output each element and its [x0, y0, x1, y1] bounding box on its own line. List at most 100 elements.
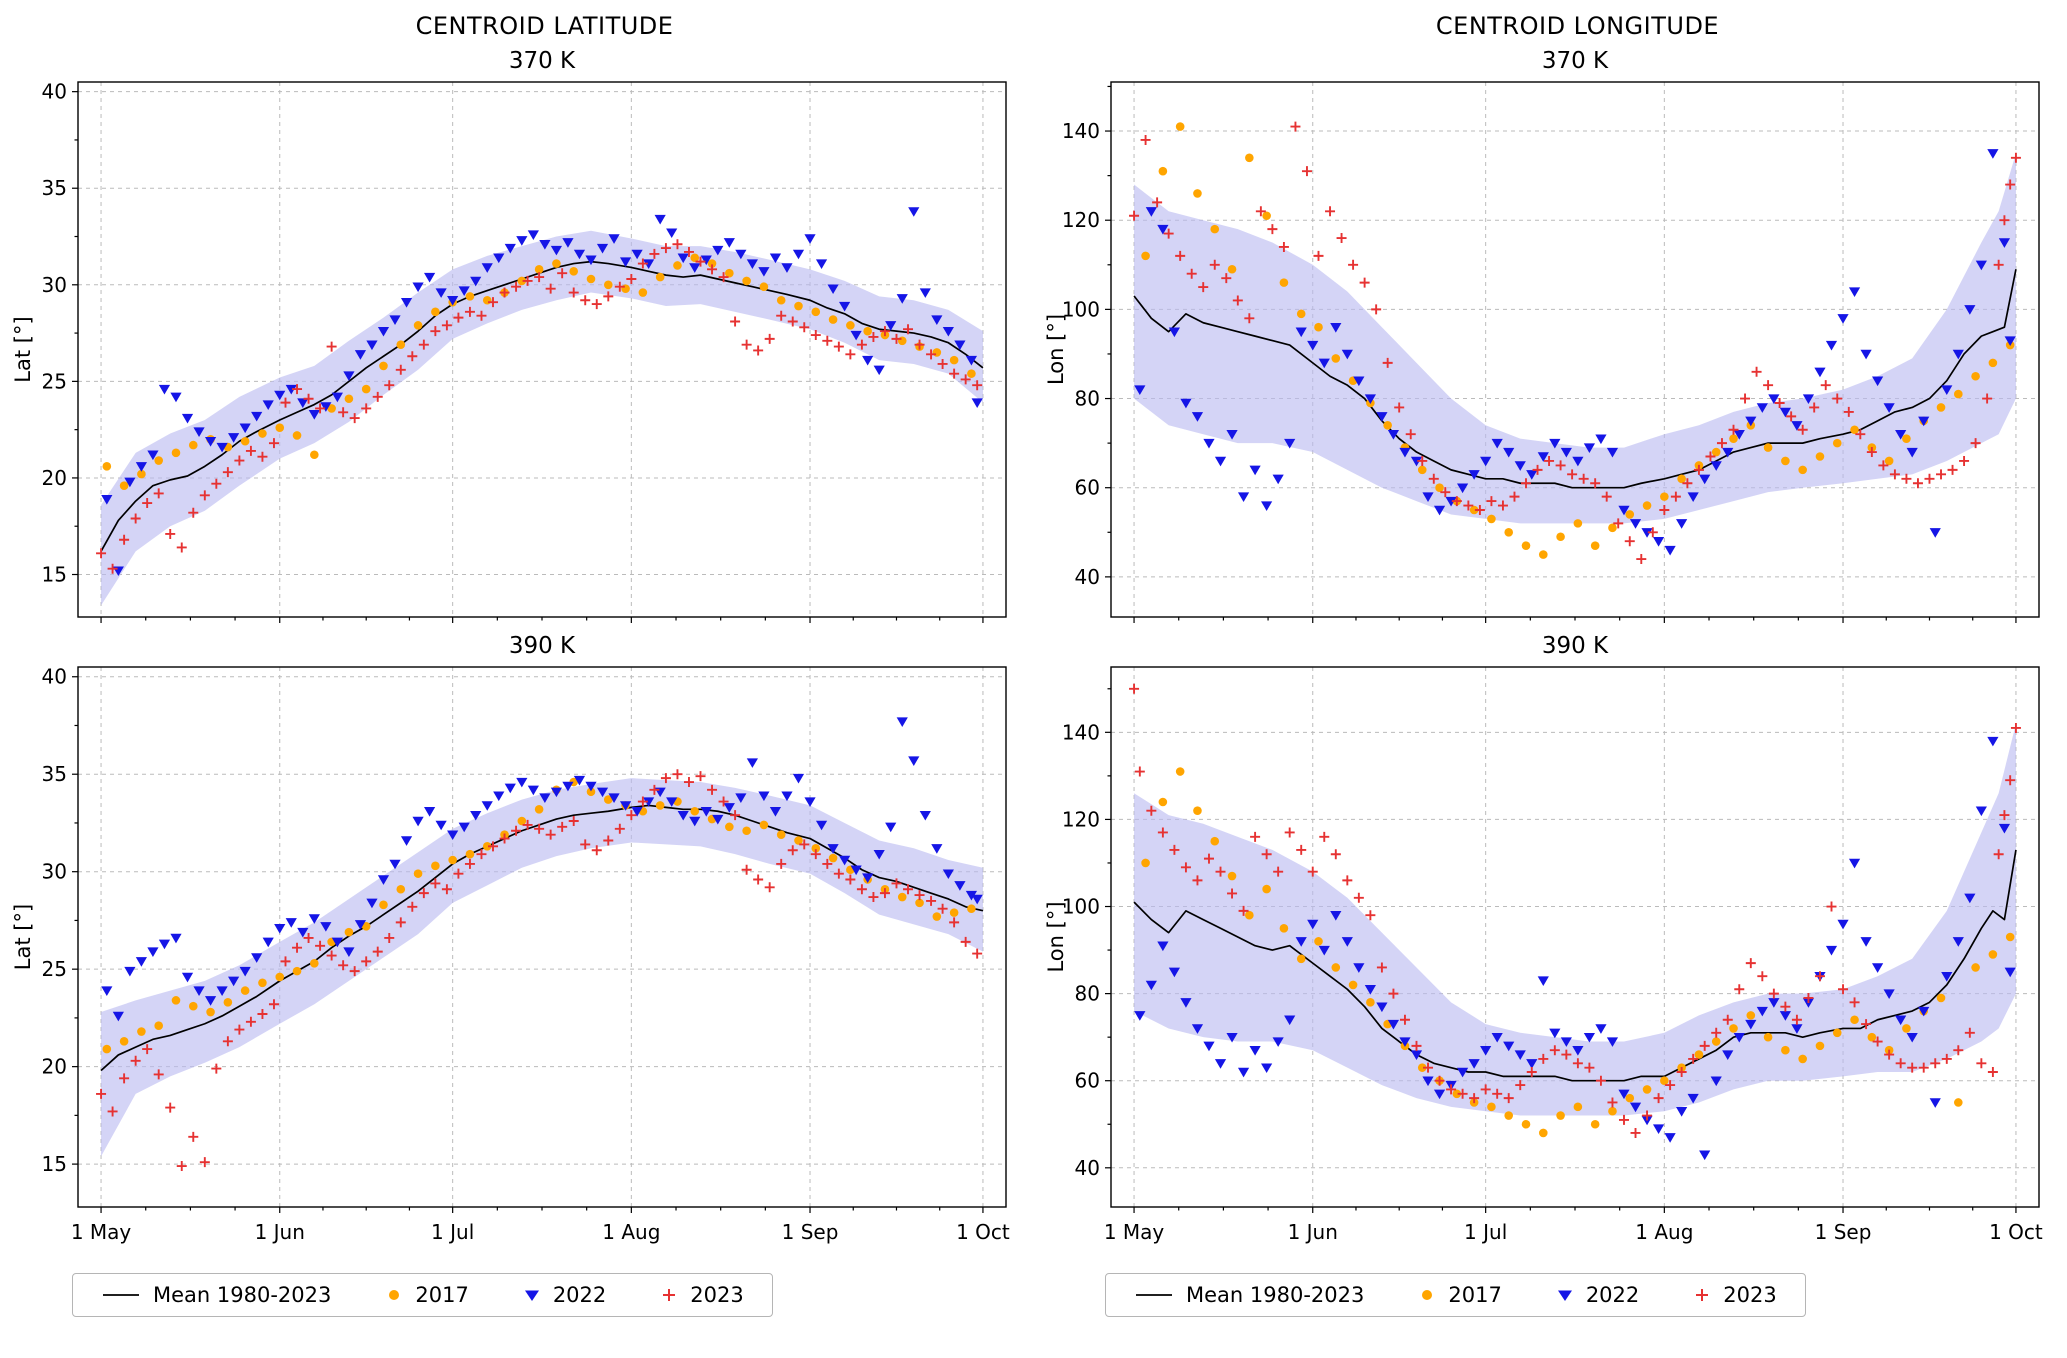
y-tick-label: 30 — [42, 860, 67, 884]
mean-range-band — [101, 230, 983, 606]
x-tick-label: 1 Jun — [1288, 1220, 1338, 1244]
subplot-title: 370 K — [509, 48, 576, 74]
column-title-longitude: CENTROID LONGITUDE — [1435, 12, 1720, 40]
y-tick-label: 140 — [1062, 119, 1100, 143]
triangle-down-marker-icon — [1557, 1290, 1572, 1301]
mean-range-band — [1134, 153, 2016, 524]
plus-marker-icon — [1696, 1289, 1709, 1301]
column-title-latitude: CENTROID LATITUDE — [415, 12, 674, 40]
series-2023-markers — [1129, 683, 2021, 1138]
figure: CENTROID LATITUDE 15 20 25 30 35 40 370 K Lat [… — [0, 4, 2066, 1317]
y-tick-label: 120 — [1062, 208, 1100, 232]
y-tick-label: 35 — [42, 762, 67, 786]
y-tick-label: 30 — [42, 273, 67, 297]
legend-item-2022: 2022 — [1556, 1283, 1639, 1307]
legend-label-2017: 2017 — [1448, 1283, 1502, 1307]
y-tick-label: 100 — [1062, 895, 1100, 919]
legend-label-mean: Mean 1980-2023 — [153, 1283, 332, 1307]
series-2023-markers — [96, 239, 983, 574]
tick-labels: 40 60 80 100 120 140 — [1062, 119, 1100, 589]
y-tick-label: 20 — [42, 466, 67, 490]
mean-range-band — [101, 778, 983, 1157]
tick-labels: 15 20 25 30 35 40 — [42, 80, 67, 587]
legend-longitude: Mean 1980-2023 2017 2022 2023 — [1105, 1273, 1806, 1317]
y-tick-label: 15 — [42, 563, 67, 587]
y-tick-label: 40 — [1075, 1156, 1100, 1180]
axes-frame — [77, 666, 1007, 1208]
x-tick-label: 1 Oct — [1989, 1220, 2043, 1244]
y-axis-label: Lon [°] — [1044, 901, 1068, 972]
legend-label-mean: Mean 1980-2023 — [1186, 1283, 1365, 1307]
y-axis-label: Lon [°] — [1044, 314, 1068, 385]
y-tick-label: 60 — [1075, 1069, 1100, 1093]
legend-label-2023: 2023 — [1723, 1283, 1777, 1307]
mean-line-sample — [1136, 1294, 1172, 1296]
y-axis-label: Lat [°] — [11, 904, 35, 970]
legend-label-2023: 2023 — [690, 1283, 744, 1307]
tick-labels: 1 May 1 Jun 1 Jul 1 Aug 1 Sep 1 Oct 40 60 80 100 1… — [1062, 720, 2043, 1244]
latitude-column: CENTROID LATITUDE 15 20 25 30 35 40 370 K Lat [… — [0, 4, 1033, 1317]
x-tick-label: 1 Sep — [782, 1220, 839, 1244]
longitude-column: CENTROID LONGITUDE 40 60 80 100 120 140 370 K L… — [1033, 4, 2066, 1317]
y-tick-label: 120 — [1062, 807, 1100, 831]
circle-marker-icon — [1422, 1290, 1433, 1300]
chart-lat-370k: 15 20 25 30 35 40 370 K Lat [°] — [11, 48, 1007, 623]
y-tick-label: 100 — [1062, 297, 1100, 321]
mean-line — [1133, 849, 2017, 1082]
subplot-title: 370 K — [1542, 48, 1609, 74]
y-tick-label: 80 — [1075, 387, 1100, 411]
x-tick-label: 1 May — [71, 1220, 132, 1244]
x-tick-label: 1 May — [1104, 1220, 1165, 1244]
y-tick-label: 25 — [42, 369, 67, 393]
series-2017-markers — [102, 777, 976, 1054]
y-tick-label: 40 — [42, 80, 67, 104]
legend-item-2023: 2023 — [660, 1283, 744, 1307]
gridlines — [78, 667, 1006, 1207]
y-tick-label: 20 — [42, 1055, 67, 1079]
y-tick-label: 40 — [1075, 565, 1100, 589]
series-2023-markers — [96, 769, 983, 1172]
y-tick-label: 15 — [42, 1152, 67, 1176]
series-2022-markers — [1134, 149, 2016, 556]
legend-latitude: Mean 1980-2023 2017 2022 2023 — [72, 1273, 773, 1317]
y-tick-label: 40 — [42, 665, 67, 689]
mean-line — [1133, 269, 2017, 489]
series-2017-markers — [1141, 122, 2015, 559]
y-tick-label: 140 — [1062, 720, 1100, 744]
x-tick-label: 1 Oct — [956, 1220, 1010, 1244]
tick-marks — [72, 91, 984, 623]
x-tick-label: 1 Sep — [1815, 1220, 1872, 1244]
legend-item-2017: 2017 — [1418, 1283, 1502, 1307]
x-tick-label: 1 Jul — [431, 1220, 474, 1244]
subplot-title: 390 K — [509, 633, 576, 659]
circle-marker-icon — [389, 1290, 400, 1300]
mean-range-band — [1134, 723, 2016, 1116]
triangle-down-marker-icon — [524, 1290, 539, 1301]
series-2022-markers — [101, 207, 983, 577]
chart-lat-390k: 1 May 1 Jun 1 Jul 1 Aug 1 Sep 1 Oct 15 20 25 30 35… — [11, 633, 1010, 1244]
y-axis-label: Lat [°] — [11, 316, 35, 382]
legend-label-2022: 2022 — [552, 1283, 607, 1307]
y-tick-label: 80 — [1075, 982, 1100, 1006]
series-2022-markers — [1134, 736, 2016, 1161]
tick-marks — [1105, 85, 2017, 623]
x-tick-label: 1 Jun — [255, 1220, 305, 1244]
subplot-title: 390 K — [1542, 633, 1609, 659]
legend-item-2023: 2023 — [1693, 1283, 1777, 1307]
plus-marker-icon — [663, 1289, 676, 1301]
y-tick-label: 25 — [42, 957, 67, 981]
tick-labels: 1 May 1 Jun 1 Jul 1 Aug 1 Sep 1 Oct 15 20 25 30 35… — [42, 665, 1010, 1244]
x-tick-label: 1 Jul — [1464, 1220, 1507, 1244]
legend-item-mean: Mean 1980-2023 — [1134, 1283, 1364, 1307]
legend-label-2022: 2022 — [1585, 1283, 1640, 1307]
series-2022-markers — [101, 717, 983, 1022]
chart-lon-370k: 40 60 80 100 120 140 370 K Lon [°] — [1044, 48, 2040, 623]
legend-item-2017: 2017 — [385, 1283, 469, 1307]
legend-item-mean: Mean 1980-2023 — [101, 1283, 331, 1307]
y-tick-label: 60 — [1075, 476, 1100, 500]
legend-item-2022: 2022 — [523, 1283, 606, 1307]
chart-lon-390k: 1 May 1 Jun 1 Jul 1 Aug 1 Sep 1 Oct 40 60 80 100 1… — [1044, 633, 2043, 1244]
x-tick-label: 1 Aug — [602, 1220, 660, 1244]
x-tick-label: 1 Aug — [1635, 1220, 1693, 1244]
tick-marks — [72, 676, 984, 1213]
